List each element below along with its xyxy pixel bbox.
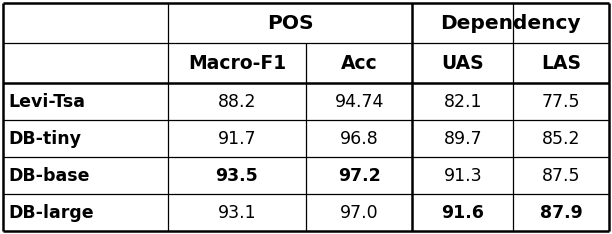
Text: Dependency: Dependency (441, 14, 581, 33)
Text: 87.9: 87.9 (540, 204, 583, 222)
Text: 82.1: 82.1 (444, 93, 482, 111)
Text: 87.5: 87.5 (542, 167, 580, 185)
Text: 85.2: 85.2 (542, 130, 580, 148)
Text: 97.0: 97.0 (340, 204, 378, 222)
Text: DB-tiny: DB-tiny (8, 130, 81, 148)
Text: 91.6: 91.6 (441, 204, 484, 222)
Text: UAS: UAS (441, 54, 484, 73)
Text: 93.5: 93.5 (215, 167, 258, 185)
Text: 89.7: 89.7 (444, 130, 482, 148)
Text: LAS: LAS (541, 54, 581, 73)
Text: 77.5: 77.5 (542, 93, 580, 111)
Text: 93.1: 93.1 (218, 204, 256, 222)
Text: DB-large: DB-large (8, 204, 94, 222)
Text: 96.8: 96.8 (340, 130, 379, 148)
Text: 88.2: 88.2 (218, 93, 256, 111)
Text: 97.2: 97.2 (338, 167, 381, 185)
Text: Macro-F1: Macro-F1 (188, 54, 286, 73)
Text: Levi-Tsa: Levi-Tsa (8, 93, 85, 111)
Text: POS: POS (267, 14, 313, 33)
Text: 91.3: 91.3 (444, 167, 482, 185)
Text: Acc: Acc (341, 54, 378, 73)
Text: 91.7: 91.7 (218, 130, 256, 148)
Text: DB-base: DB-base (8, 167, 89, 185)
Text: 94.74: 94.74 (335, 93, 384, 111)
